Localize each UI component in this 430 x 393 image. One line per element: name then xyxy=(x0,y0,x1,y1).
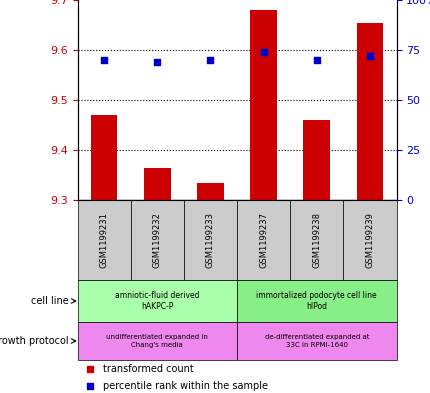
Text: de-differentiated expanded at
33C in RPMI-1640: de-differentiated expanded at 33C in RPM… xyxy=(264,334,368,348)
Bar xyxy=(77,200,130,280)
Bar xyxy=(130,200,184,280)
Text: undifferentiated expanded in
Chang's media: undifferentiated expanded in Chang's med… xyxy=(106,334,208,348)
Text: GSM1199239: GSM1199239 xyxy=(365,212,374,268)
Point xyxy=(87,366,94,373)
Text: amniotic-fluid derived
hAKPC-P: amniotic-fluid derived hAKPC-P xyxy=(115,291,199,311)
Text: GSM1199232: GSM1199232 xyxy=(153,212,161,268)
Text: GSM1199231: GSM1199231 xyxy=(99,212,108,268)
Point xyxy=(101,57,108,63)
Text: growth protocol: growth protocol xyxy=(0,336,69,346)
Point xyxy=(313,57,319,63)
Text: percentile rank within the sample: percentile rank within the sample xyxy=(103,381,267,391)
Text: GSM1199233: GSM1199233 xyxy=(206,212,215,268)
Point xyxy=(87,383,94,389)
Bar xyxy=(289,200,343,280)
Point xyxy=(206,57,213,63)
Text: transformed count: transformed count xyxy=(103,364,194,374)
Bar xyxy=(237,322,396,360)
Bar xyxy=(303,120,329,200)
Text: immortalized podocyte cell line
hIPod: immortalized podocyte cell line hIPod xyxy=(256,291,376,311)
Bar xyxy=(91,115,117,200)
Point xyxy=(154,59,160,65)
Bar xyxy=(144,167,170,200)
Bar xyxy=(77,280,236,322)
Bar xyxy=(77,322,236,360)
Bar xyxy=(343,200,396,280)
Text: cell line: cell line xyxy=(31,296,69,306)
Bar xyxy=(237,200,289,280)
Bar xyxy=(356,22,382,200)
Point xyxy=(260,49,267,55)
Bar xyxy=(184,200,236,280)
Bar xyxy=(250,10,276,200)
Bar xyxy=(197,182,223,200)
Bar xyxy=(237,280,396,322)
Text: GSM1199238: GSM1199238 xyxy=(312,212,320,268)
Text: GSM1199237: GSM1199237 xyxy=(258,212,267,268)
Point xyxy=(366,53,372,59)
